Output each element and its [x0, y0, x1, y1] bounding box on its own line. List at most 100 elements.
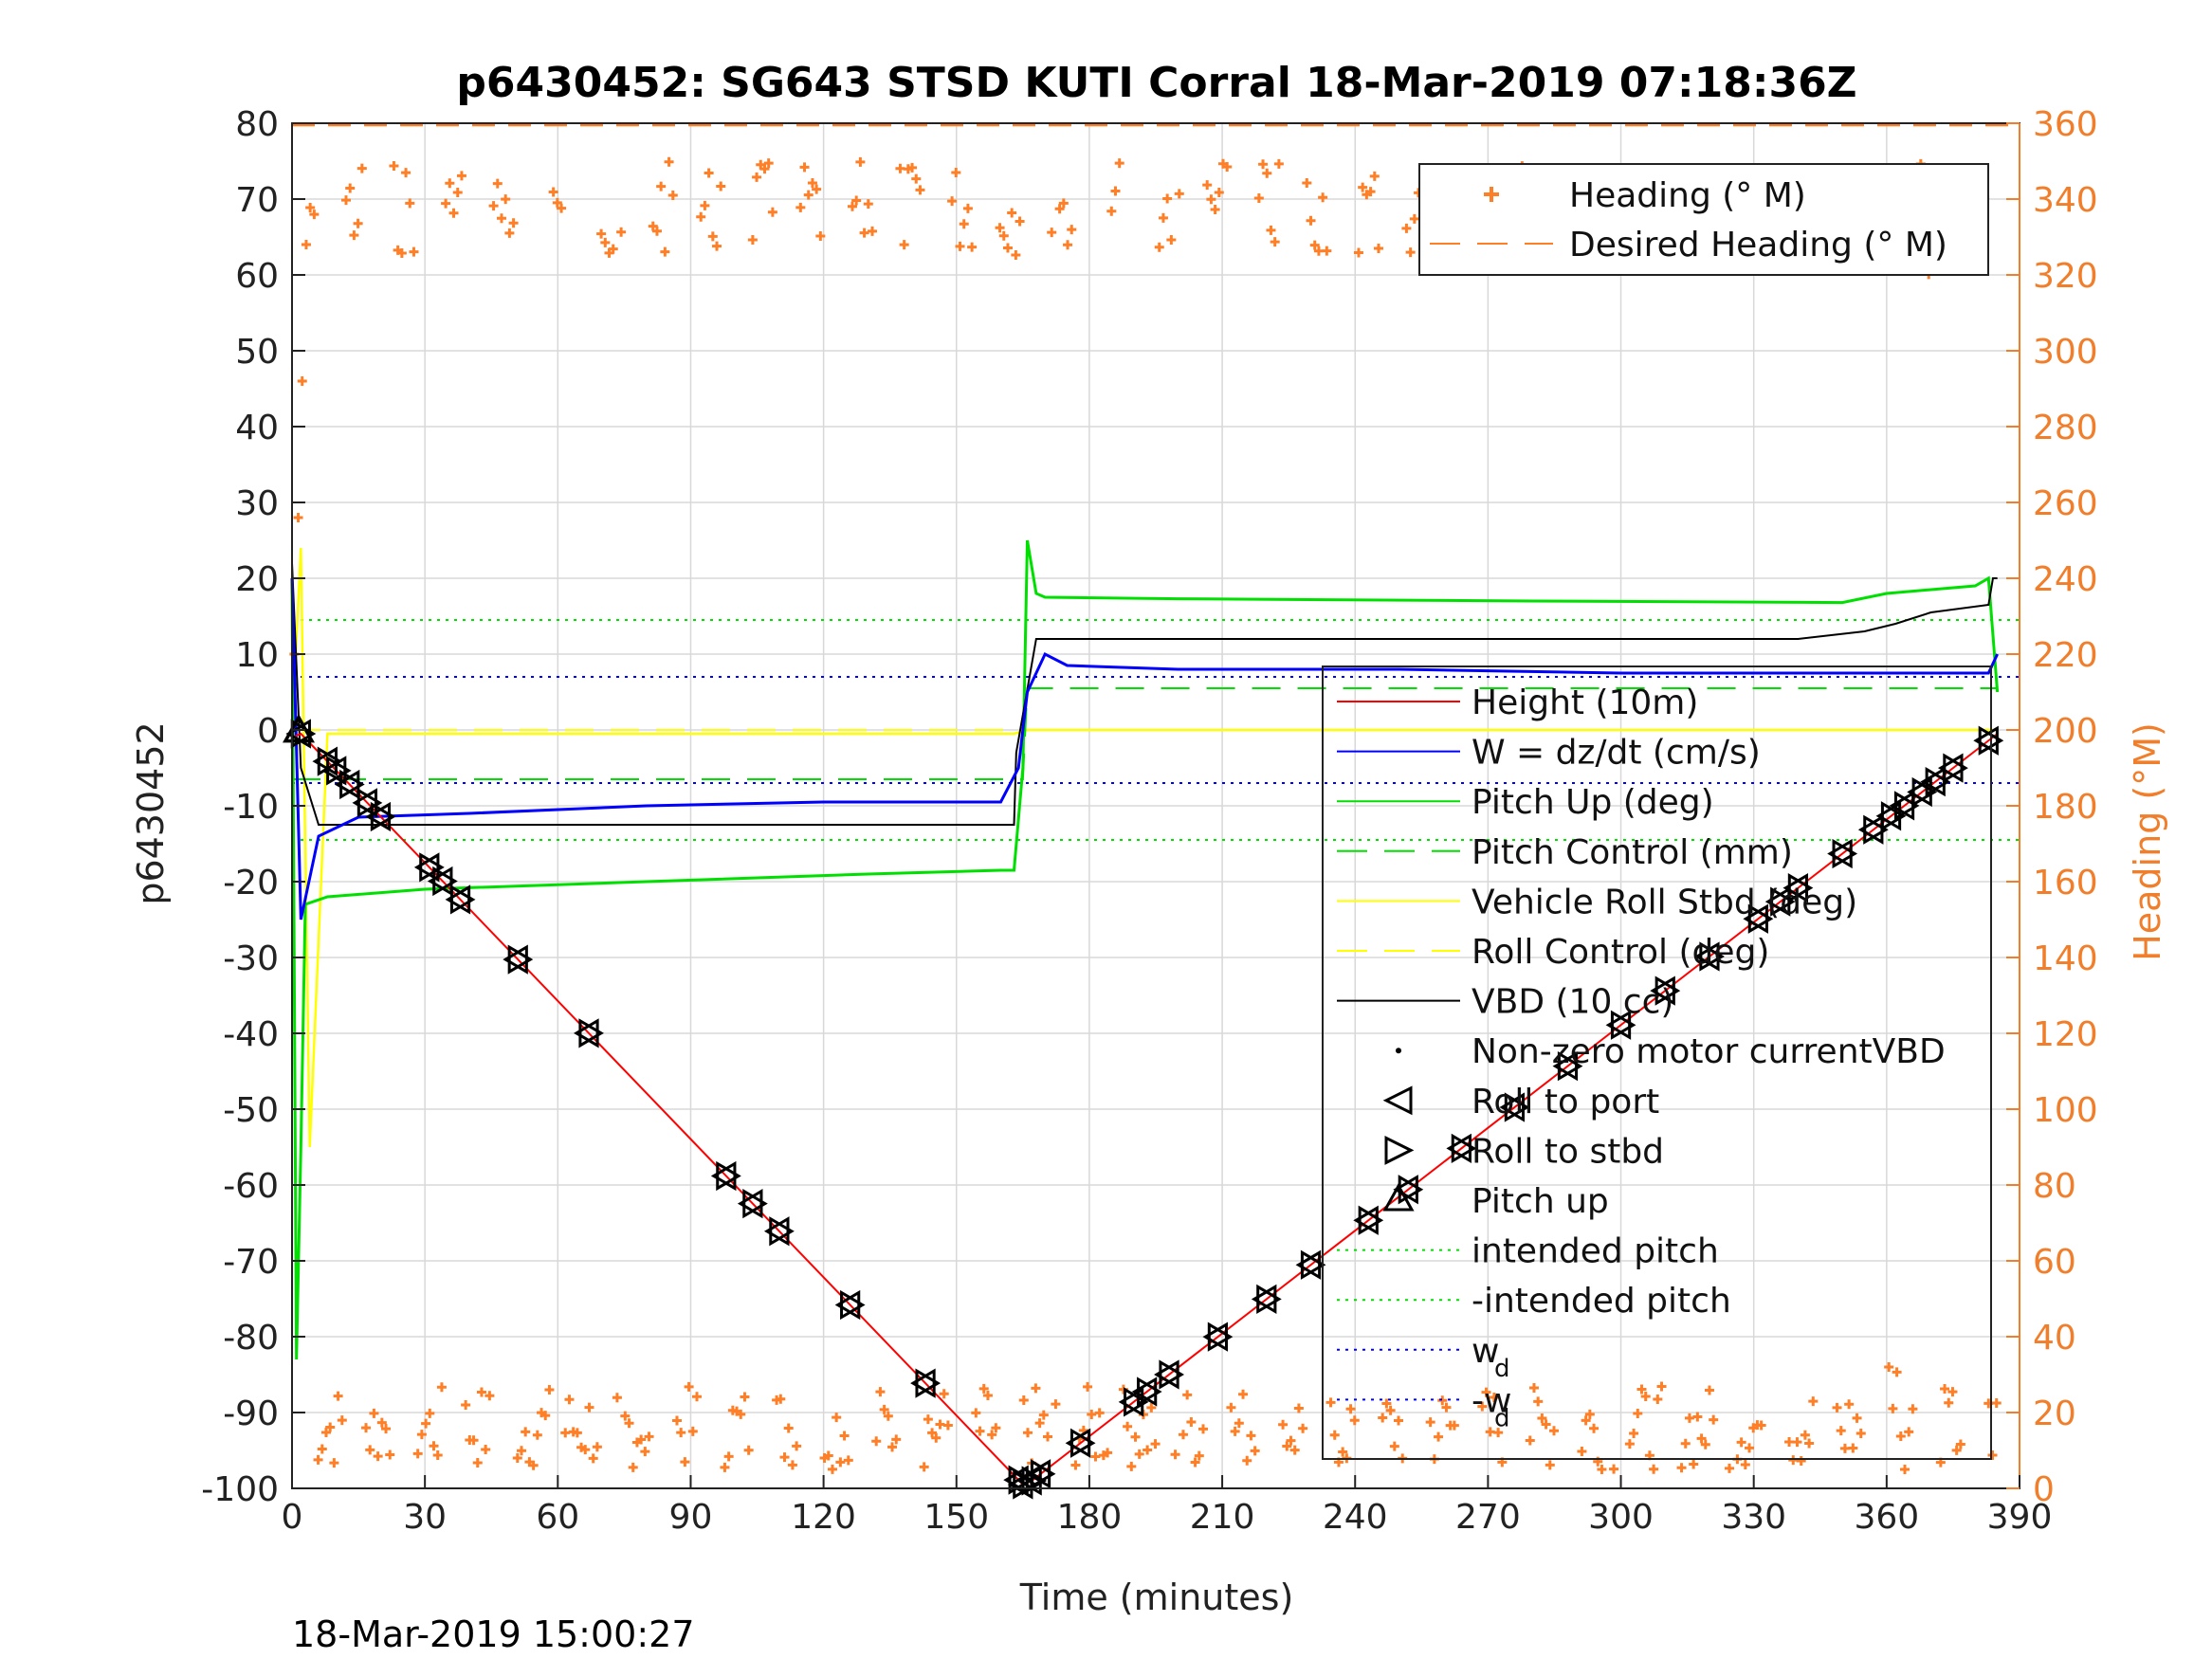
- y-tick-label: 50: [235, 333, 279, 372]
- roll-port-marker: [910, 1368, 936, 1398]
- legend-key: [1384, 1135, 1415, 1165]
- legend-label: Roll to port: [1472, 1083, 1659, 1121]
- roll-port-marker: [1694, 941, 1720, 972]
- y-tick-label: -90: [223, 1395, 279, 1433]
- x-tick-label: 330: [1721, 1498, 1786, 1537]
- y-tick-label: 30: [235, 484, 279, 523]
- legend-key: [1484, 187, 1499, 202]
- roll-port-marker: [834, 1289, 861, 1321]
- y2-tick-label: 240: [2033, 560, 2098, 599]
- roll-port-marker: [1393, 1175, 1418, 1205]
- roll-port-marker: [1065, 1428, 1091, 1458]
- legend-label: Desired Heading (° M): [1569, 226, 1947, 264]
- x-tick-label: 240: [1323, 1498, 1388, 1537]
- vbd-line: [291, 562, 1998, 826]
- roll-stbd-marker: [1911, 776, 1938, 808]
- roll-stbd-marker: [742, 1188, 768, 1219]
- roll-port-marker: [1202, 1322, 1229, 1352]
- y2-tick-label: 120: [2033, 1015, 2098, 1054]
- roll-port-marker: [1552, 1050, 1579, 1082]
- roll-port-marker: [737, 1188, 763, 1219]
- roll-port-marker: [1025, 1459, 1051, 1489]
- y2-tick-label: 20: [2033, 1395, 2076, 1433]
- roll-stbd-marker: [1300, 1249, 1326, 1280]
- y2-tick-label: 360: [2033, 105, 2098, 144]
- legend-label: Roll Control (deg): [1472, 933, 1769, 972]
- roll-stbd-marker: [370, 801, 396, 832]
- y-tick-label: -60: [223, 1167, 279, 1206]
- x-tick-label: 300: [1588, 1498, 1654, 1537]
- y-tick-label: 70: [235, 181, 279, 220]
- legend-label: -w: [1472, 1381, 1511, 1420]
- roll-stbd-marker: [578, 1018, 604, 1048]
- roll-port-marker: [710, 1160, 737, 1192]
- roll-stbd-marker: [1207, 1322, 1234, 1352]
- axes: [291, 122, 2020, 1489]
- legend-label: Height (10m): [1472, 684, 1698, 722]
- w-line: [290, 577, 2000, 921]
- roll-stbd-marker: [1787, 873, 1814, 903]
- roll-stbd-marker: [326, 756, 352, 786]
- legend-label: Pitch Up (deg): [1472, 783, 1714, 822]
- roll-stbd-marker: [1747, 903, 1774, 934]
- x-tick-label: 60: [536, 1498, 579, 1537]
- x-tick-label: 390: [1987, 1498, 2053, 1537]
- roll-port-marker: [1251, 1284, 1277, 1315]
- y2-tick-label: 200: [2033, 712, 2098, 751]
- y-tick-label: 10: [235, 636, 279, 675]
- roll-port-marker: [1650, 975, 1675, 1006]
- legend-label: VBD (10 cc): [1472, 983, 1673, 1022]
- legend-label-subscript: d: [1494, 1355, 1510, 1383]
- y-tick-label: -50: [223, 1091, 279, 1130]
- legend-label: Pitch up: [1472, 1182, 1609, 1221]
- roll-port-marker: [320, 756, 347, 786]
- y-axis-label: p6430452: [130, 721, 172, 904]
- roll-stbd-marker: [1654, 975, 1681, 1006]
- roll-stbd-marker: [1925, 766, 1951, 797]
- y2-tick-label: 40: [2033, 1319, 2076, 1358]
- y-tick-label: 60: [235, 257, 279, 296]
- roll-stbd-marker: [1159, 1359, 1184, 1390]
- roll-port-marker: [445, 884, 471, 915]
- roll-stbd-marker: [1137, 1376, 1162, 1407]
- x-tick-label: 180: [1057, 1498, 1123, 1537]
- x-tick-label: 210: [1190, 1498, 1255, 1537]
- roll-port-marker: [1973, 725, 1999, 756]
- roll-port-marker: [1782, 873, 1809, 903]
- legend-key: [1382, 1182, 1415, 1212]
- footer-timestamp: 18-Mar-2019 15:00:27: [292, 1613, 695, 1655]
- roll-port-marker: [1446, 1133, 1472, 1164]
- x-tick-label: 90: [669, 1498, 713, 1537]
- y-tick-label: 40: [235, 409, 279, 447]
- roll-stbd-marker: [716, 1160, 741, 1192]
- roll-stbd-marker: [1610, 1010, 1636, 1040]
- roll-port-marker: [334, 769, 360, 800]
- legend-main-box: [1322, 665, 1992, 1460]
- roll-stbd-marker: [1030, 1459, 1056, 1489]
- roll-stbd-marker: [432, 866, 458, 897]
- y2-tick-label: 300: [2033, 333, 2098, 372]
- y2-tick-label: 220: [2033, 636, 2098, 675]
- y2-tick-label: 140: [2033, 939, 2098, 978]
- roll-stbd-marker: [356, 788, 383, 818]
- y2-tick-label: 260: [2033, 484, 2098, 523]
- legend-label: intended pitch: [1472, 1232, 1719, 1271]
- roll-stbd-marker: [1256, 1284, 1282, 1315]
- y2-tick-label: 60: [2033, 1243, 2076, 1282]
- y2-tick-label: 180: [2033, 788, 2098, 827]
- pitch-up-line: [290, 539, 2000, 1360]
- y-tick-label: -20: [223, 864, 279, 902]
- tick-labels: 0 30 60 90 120 150 180 210 240 270 300 330 360 390-10…: [201, 105, 2097, 1537]
- legend-main: Height (10m) W = dz/dt (cm/s) Pitch Up (de…: [1322, 665, 1992, 1460]
- y2-tick-label: 0: [2033, 1470, 2055, 1509]
- legend-key: [1382, 1085, 1413, 1116]
- y-tick-label: 0: [257, 712, 279, 751]
- roll-stbd-marker: [1893, 791, 1920, 821]
- y2-tick-label: 100: [2033, 1091, 2098, 1130]
- data-lines: [290, 539, 2000, 1486]
- roll-stbd-marker: [769, 1216, 795, 1247]
- roll-port-marker: [352, 788, 378, 818]
- roll-stbd-marker: [1863, 814, 1889, 845]
- y-tick-label: 80: [235, 105, 279, 144]
- roll-stbd-marker: [1124, 1387, 1149, 1417]
